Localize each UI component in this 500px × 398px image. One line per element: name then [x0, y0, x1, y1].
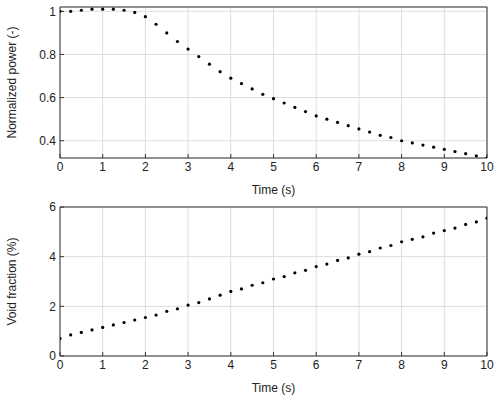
- svg-text:7: 7: [356, 358, 363, 372]
- svg-text:0: 0: [49, 349, 56, 363]
- svg-text:6: 6: [313, 160, 320, 174]
- svg-text:4: 4: [49, 250, 56, 264]
- svg-text:9: 9: [441, 160, 448, 174]
- svg-text:0: 0: [57, 358, 64, 372]
- svg-text:2: 2: [142, 358, 149, 372]
- svg-text:8: 8: [398, 358, 405, 372]
- svg-text:Normalized power (-): Normalized power (-): [8, 26, 19, 138]
- svg-text:3: 3: [185, 160, 192, 174]
- svg-text:0.4: 0.4: [39, 134, 56, 148]
- svg-text:4: 4: [227, 160, 234, 174]
- svg-text:1: 1: [99, 358, 106, 372]
- svg-text:6: 6: [49, 200, 56, 214]
- svg-text:8: 8: [398, 160, 405, 174]
- svg-text:7: 7: [356, 160, 363, 174]
- svg-text:0.8: 0.8: [39, 48, 56, 62]
- svg-text:3: 3: [185, 358, 192, 372]
- svg-text:0: 0: [57, 160, 64, 174]
- svg-text:4: 4: [227, 358, 234, 372]
- svg-text:10: 10: [480, 160, 492, 174]
- svg-text:6: 6: [313, 358, 320, 372]
- svg-text:10: 10: [480, 358, 492, 372]
- svg-text:5: 5: [270, 358, 277, 372]
- svg-text:Time (s): Time (s): [252, 381, 296, 395]
- svg-text:2: 2: [49, 300, 56, 314]
- svg-text:5: 5: [270, 160, 277, 174]
- svg-text:0.6: 0.6: [39, 91, 56, 105]
- svg-text:1: 1: [49, 5, 56, 19]
- svg-text:9: 9: [441, 358, 448, 372]
- svg-text:2: 2: [142, 160, 149, 174]
- svg-text:1: 1: [99, 160, 106, 174]
- svg-text:Void fraction (%): Void fraction (%): [8, 237, 19, 325]
- svg-text:Time (s): Time (s): [252, 183, 296, 197]
